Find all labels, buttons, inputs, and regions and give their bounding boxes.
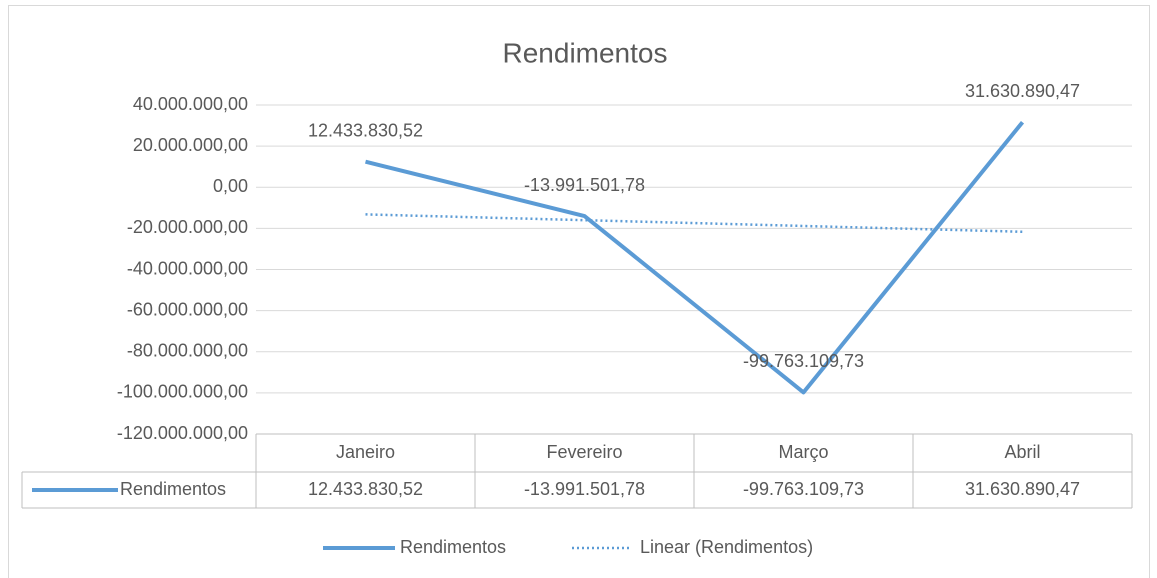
legend-label: Rendimentos: [400, 537, 506, 557]
chart-border: [8, 5, 1150, 578]
y-tick-label: -80.000.000,00: [127, 341, 248, 361]
table-value: -13.991.501,78: [524, 479, 645, 499]
table-value: -99.763.109,73: [743, 479, 864, 499]
series-line: [365, 120, 1025, 395]
y-tick-label: 20.000.000,00: [133, 135, 248, 155]
legend-label: Linear (Rendimentos): [640, 537, 813, 557]
data-label: 31.630.890,47: [965, 81, 1080, 101]
category-label: Janeiro: [336, 442, 395, 462]
category-label: Fevereiro: [546, 442, 622, 462]
data-label: -13.991.501,78: [524, 175, 645, 195]
table-value: 31.630.890,47: [965, 479, 1080, 499]
table-row-header: Rendimentos: [120, 479, 226, 499]
y-tick-label: -100.000.000,00: [117, 382, 248, 402]
data-label: -99.763.109,73: [743, 351, 864, 371]
y-tick-label: 0,00: [213, 176, 248, 196]
category-label: Março: [778, 442, 828, 462]
table-value: 12.433.830,52: [308, 479, 423, 499]
y-tick-label: -60.000.000,00: [127, 299, 248, 319]
y-tick-label: -20.000.000,00: [127, 217, 248, 237]
data-label: 12.433.830,52: [308, 120, 423, 140]
y-tick-label: -120.000.000,00: [117, 423, 248, 443]
y-tick-label: -40.000.000,00: [127, 258, 248, 278]
chart-title: Rendimentos: [503, 37, 668, 68]
category-label: Abril: [1004, 442, 1040, 462]
y-tick-label: 40.000.000,00: [133, 94, 248, 114]
